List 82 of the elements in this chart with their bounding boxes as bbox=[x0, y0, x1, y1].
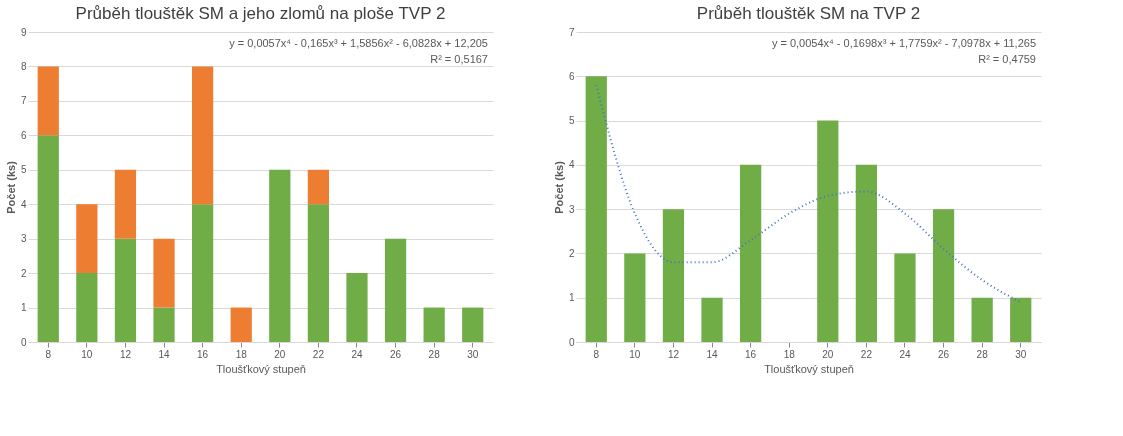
bar bbox=[76, 204, 98, 274]
x-tick-label: 18 bbox=[235, 348, 248, 360]
bar bbox=[1010, 297, 1032, 342]
y-tick-label: 2 bbox=[568, 247, 575, 259]
bar bbox=[37, 66, 59, 136]
bar bbox=[76, 273, 98, 342]
bar bbox=[423, 307, 445, 342]
x-tick-label: 8 bbox=[45, 348, 52, 360]
y-tick-label: 3 bbox=[568, 203, 575, 215]
bar bbox=[662, 209, 685, 342]
bar bbox=[932, 209, 955, 342]
bar bbox=[192, 204, 214, 342]
x-tick-label: 10 bbox=[629, 348, 641, 360]
x-tick-label: 18 bbox=[783, 348, 796, 360]
x-axis-title: Tloušťkový stupeň bbox=[216, 362, 306, 375]
y-tick-label: 1 bbox=[20, 302, 27, 314]
y-tick-label: 0 bbox=[568, 336, 575, 348]
bar bbox=[37, 135, 59, 342]
line-series bbox=[595, 84, 1022, 304]
y-tick-label: 9 bbox=[20, 26, 27, 38]
x-tick-label: 30 bbox=[1015, 348, 1027, 360]
x-tick-label: 20 bbox=[274, 348, 286, 360]
y-axis-title: Počet (ks) bbox=[4, 160, 17, 214]
bar bbox=[230, 307, 252, 342]
x-tick-label: 22 bbox=[860, 348, 873, 360]
bar bbox=[114, 238, 137, 342]
annotation: y = 0,0057x⁴ - 0,165x³ + 1,5856x² - 6,0828x + 12,205 bbox=[229, 37, 488, 49]
x-tick-label: 28 bbox=[428, 348, 441, 360]
y-tick-label: 0 bbox=[20, 336, 27, 348]
x-tick-label: 12 bbox=[119, 348, 132, 360]
x-tick-label: 24 bbox=[899, 348, 911, 360]
y-tick-label: 4 bbox=[568, 159, 575, 171]
y-tick-label: 6 bbox=[20, 129, 27, 141]
chart-title: Průběh tlouštěk SM na TVP 2 bbox=[696, 4, 921, 23]
annotation: y = 0,0054x⁴ - 0,1698x³ + 1,7759x² - 7,0978x + 11,265 bbox=[771, 37, 1036, 49]
bar bbox=[269, 169, 291, 342]
bar bbox=[740, 164, 762, 342]
x-tick-label: 10 bbox=[81, 348, 93, 360]
x-axis-title: Tloušťkový stupeň bbox=[764, 362, 854, 375]
bar bbox=[192, 66, 214, 205]
x-tick-label: 8 bbox=[593, 348, 600, 360]
x-tick-label: 16 bbox=[197, 348, 209, 360]
chart-title: Průběh tlouštěk SM a jeho zlomů na ploše TVP 2 bbox=[75, 4, 446, 23]
bar bbox=[153, 307, 175, 342]
bar bbox=[384, 238, 407, 342]
bar bbox=[346, 273, 368, 342]
bar bbox=[307, 204, 329, 342]
bar bbox=[701, 297, 723, 342]
y-tick-label: 3 bbox=[20, 233, 27, 245]
y-tick-label: 7 bbox=[568, 26, 575, 38]
y-tick-label: 1 bbox=[568, 292, 575, 304]
x-tick-label: 28 bbox=[976, 348, 989, 360]
bar bbox=[462, 307, 484, 342]
y-tick-label: 5 bbox=[20, 164, 27, 176]
x-tick-label: 26 bbox=[390, 348, 402, 360]
bar bbox=[153, 238, 175, 308]
x-tick-label: 20 bbox=[822, 348, 834, 360]
y-tick-label: 4 bbox=[20, 198, 27, 210]
bar bbox=[585, 76, 607, 342]
bar bbox=[894, 253, 916, 342]
y-tick-label: 5 bbox=[568, 115, 575, 127]
bar bbox=[817, 120, 839, 342]
bar bbox=[855, 164, 877, 342]
x-tick-label: 12 bbox=[667, 348, 680, 360]
y-tick-label: 8 bbox=[20, 60, 27, 72]
x-tick-label: 14 bbox=[158, 348, 171, 360]
x-tick-label: 14 bbox=[706, 348, 719, 360]
x-tick-label: 26 bbox=[938, 348, 950, 360]
x-tick-label: 24 bbox=[351, 348, 363, 360]
x-tick-label: 30 bbox=[467, 348, 479, 360]
x-tick-label: 16 bbox=[745, 348, 757, 360]
bar bbox=[624, 253, 646, 342]
x-tick-label: 22 bbox=[312, 348, 325, 360]
bar bbox=[971, 297, 993, 342]
y-tick-label: 7 bbox=[20, 95, 27, 107]
y-axis-title: Počet (ks) bbox=[552, 160, 565, 214]
bar bbox=[114, 169, 137, 239]
y-tick-label: 2 bbox=[20, 267, 27, 279]
annotation: R² = 0,5167 bbox=[430, 53, 488, 65]
bar bbox=[307, 169, 329, 205]
annotation: R² = 0,4759 bbox=[978, 53, 1036, 65]
y-tick-label: 6 bbox=[568, 70, 575, 82]
